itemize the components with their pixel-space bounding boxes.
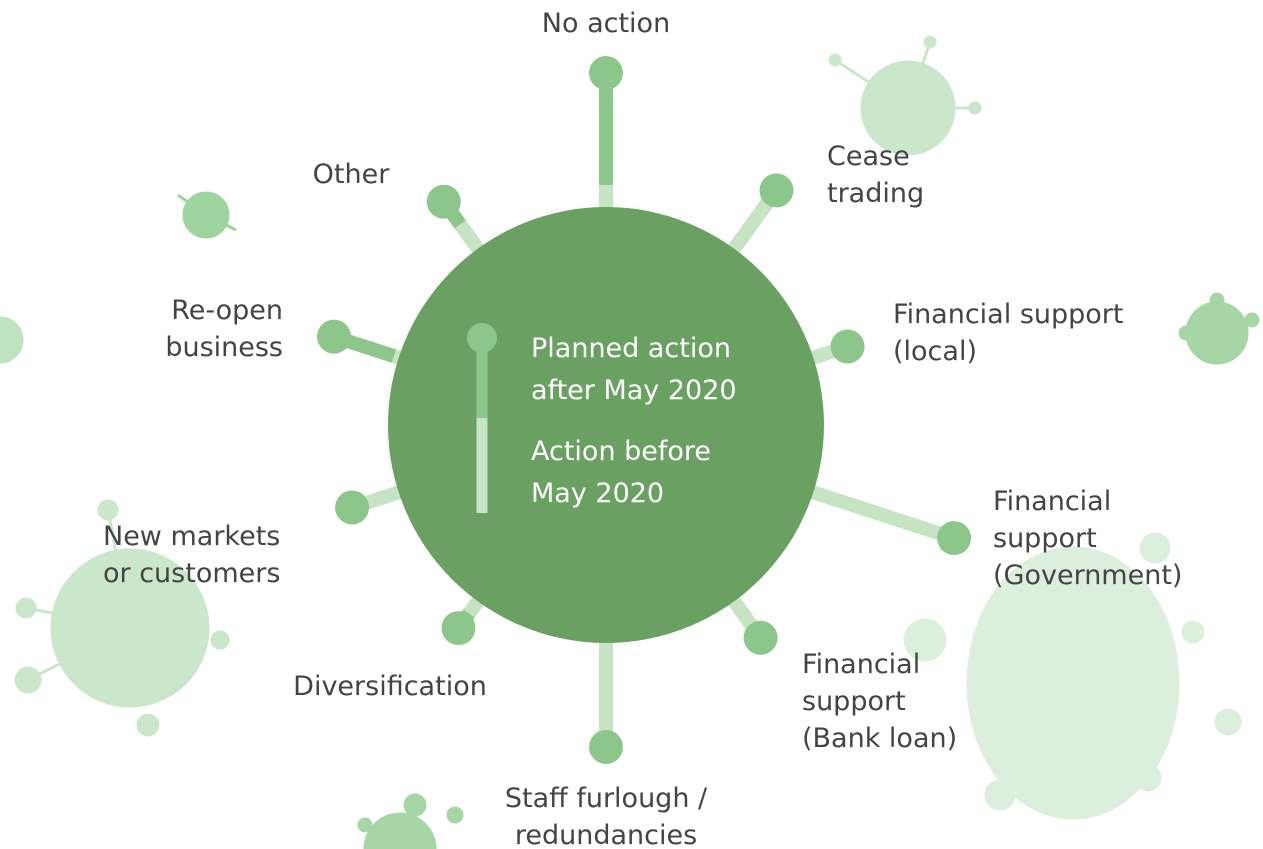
stem-knob — [316, 319, 351, 354]
category-label: Other — [312, 159, 390, 190]
category-label: No action — [541, 8, 671, 39]
stem-knob — [937, 521, 972, 556]
stem-knob — [441, 611, 476, 646]
category-label: Financial support (local) — [893, 299, 1124, 367]
center-circle — [388, 207, 824, 643]
category-label: Re-open business — [165, 295, 283, 363]
legend-label: Action before May 2020 — [531, 436, 712, 509]
stem-knob — [589, 730, 623, 764]
legend-swatch — [467, 323, 497, 353]
stem-knob — [426, 184, 461, 219]
category-label: Staff furlough / redundancies — [504, 783, 708, 849]
category-label: New markets or customers — [103, 521, 281, 589]
stem-before — [801, 482, 949, 543]
stem-knob — [759, 173, 794, 208]
stem-knob — [830, 329, 865, 364]
virus-decorations — [0, 35, 1260, 849]
category-label: Financial support (Government) — [993, 486, 1183, 591]
legend-label: Planned action after May 2020 — [531, 333, 737, 406]
category-label: Diversification — [293, 671, 487, 702]
stem-knob — [743, 620, 778, 655]
stem-knob — [335, 490, 370, 525]
stem-knob — [589, 56, 623, 90]
category-label: Financial support (Bank loan) — [802, 649, 958, 754]
category-label: Cease trading — [827, 141, 925, 209]
stem-before — [722, 189, 780, 261]
